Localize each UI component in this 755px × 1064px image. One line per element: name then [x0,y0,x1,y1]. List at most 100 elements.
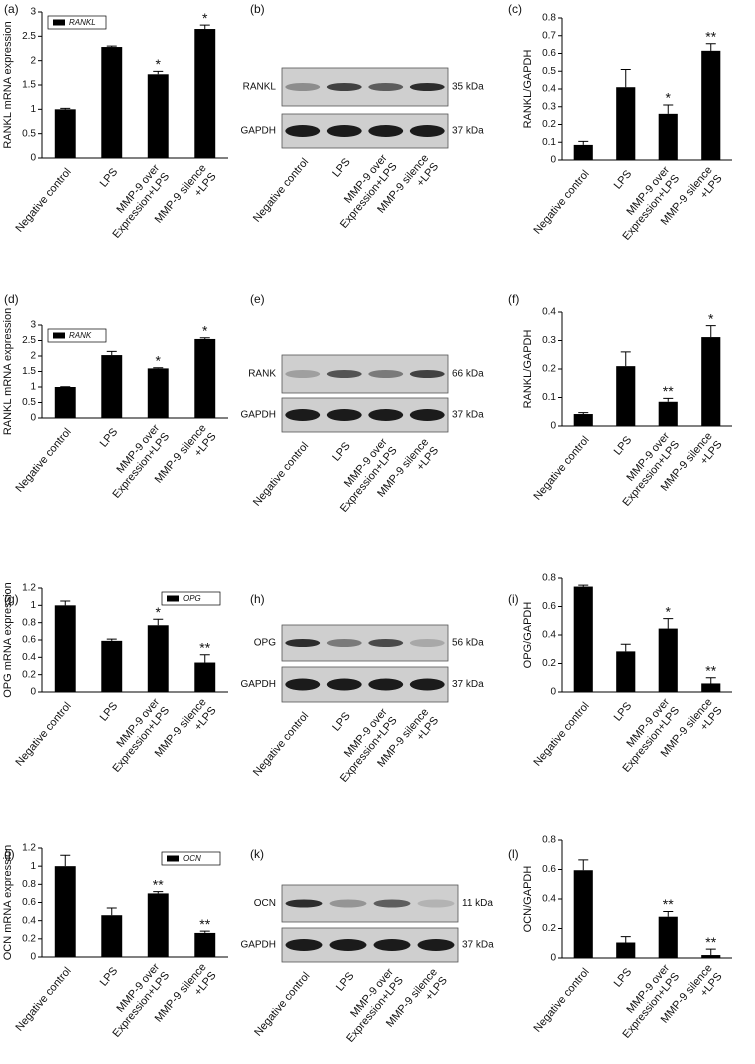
bar [54,109,76,158]
x-tick-label-group: LPS [334,970,357,994]
x-tick-label: Negative control [13,166,73,235]
blot-band [368,678,404,691]
legend-swatch [53,19,65,26]
y-tick-label: 0.6 [542,48,556,59]
bar [701,50,721,160]
x-tick-label: Negative control [531,434,591,503]
bar [101,640,123,692]
error-bar [620,643,631,652]
legend-box [161,591,221,606]
bar [147,893,169,957]
y-tick-label: 0.4 [542,84,556,95]
error-bar [153,367,164,369]
blot-band [285,125,321,137]
x-tick-label-group: Negative control [531,168,591,237]
y-axis-label: RANKL/GAPDH [522,330,534,409]
error-bar [153,891,164,894]
y-tick-label: 0.4 [22,652,36,663]
blot-band [285,409,321,421]
bar [573,144,593,160]
x-tick-label: LPS [330,440,353,464]
y-tick-label: 0.4 [542,894,556,905]
x-tick-label: Negative control [251,440,311,509]
error-bar [106,350,117,356]
bar [616,651,636,692]
legend-label: OCN [183,854,201,863]
legend-box [47,328,107,343]
x-tick-label-group: LPS [98,166,121,190]
y-tick-label: 0 [550,687,556,698]
blot-band [285,83,321,91]
x-tick-label-group: Negative control [251,710,311,779]
panel-label: (d) [4,292,19,306]
kda-label: 37 kDa [452,126,484,137]
blot-band [326,409,362,421]
error-bar [199,24,210,30]
x-tick-label-group: LPS [330,440,353,464]
bar [616,366,636,426]
bar [658,113,678,160]
x-tick-label-group: LPS [98,426,121,450]
protein-label: RANK [248,369,276,380]
x-tick-label: Negative control [13,965,73,1034]
y-tick-label: 0.8 [22,879,36,890]
bar [658,916,678,958]
y-tick-label: 0 [30,153,36,164]
x-tick-label: LPS [334,970,357,994]
x-tick-label-group: Negative control [13,700,73,769]
significance-mark: * [156,56,162,72]
y-axis-label: RANKL mRNA expression [2,21,14,148]
x-tick-label-group: LPS [612,700,635,724]
error-bar [106,638,117,641]
x-tick-label-group: LPS [330,156,353,180]
significance-mark: * [202,322,208,338]
blot-band [409,370,445,378]
blot-band [329,939,367,951]
legend-swatch [167,595,179,602]
x-tick-label-group: Negative control [531,966,591,1035]
error-bar [663,397,674,402]
protein-label: GAPDH [240,410,276,421]
blot-band [368,125,404,137]
x-tick-label: Negative control [531,168,591,237]
y-tick-label: 1 [30,104,36,115]
panel-label: (l) [508,847,519,861]
blot-band [373,899,411,908]
y-tick-label: 0.6 [542,601,556,612]
kda-label: 37 kDa [462,940,494,951]
x-tick-label: Negative control [251,156,311,225]
blot-band [409,83,445,91]
error-bar [620,936,631,943]
blot-band [417,939,455,951]
y-tick-label: 0.1 [542,392,556,403]
error-bar [705,43,716,51]
bar [616,942,636,958]
x-tick-label: Negative control [251,710,311,779]
y-axis-label: OCN/GAPDH [522,866,534,933]
x-tick-label: LPS [330,710,353,734]
kda-label: 37 kDa [452,410,484,421]
bar [147,74,169,158]
y-tick-label: 0.1 [542,137,556,148]
bar [573,586,593,692]
error-bar [106,907,117,916]
x-tick-label-group: Negative control [13,426,73,495]
bar [54,387,76,418]
blot-band [285,370,321,378]
error-bar [663,911,674,917]
bar [194,932,216,957]
blot-band [368,370,404,378]
y-tick-label: 0.5 [22,397,36,408]
y-tick-label: 0 [30,687,36,698]
significance-mark: * [202,10,208,26]
y-tick-label: 0.2 [542,658,556,669]
blot-band [417,899,455,908]
x-tick-label: LPS [612,434,635,458]
x-tick-label-group: Negative control [531,700,591,769]
significance-mark: ** [705,662,716,678]
y-tick-label: 0.3 [542,335,556,346]
y-tick-label: 1.2 [22,583,36,594]
legend-label: RANKL [69,18,96,27]
panel-label: (f) [508,292,519,306]
bar [101,355,123,418]
